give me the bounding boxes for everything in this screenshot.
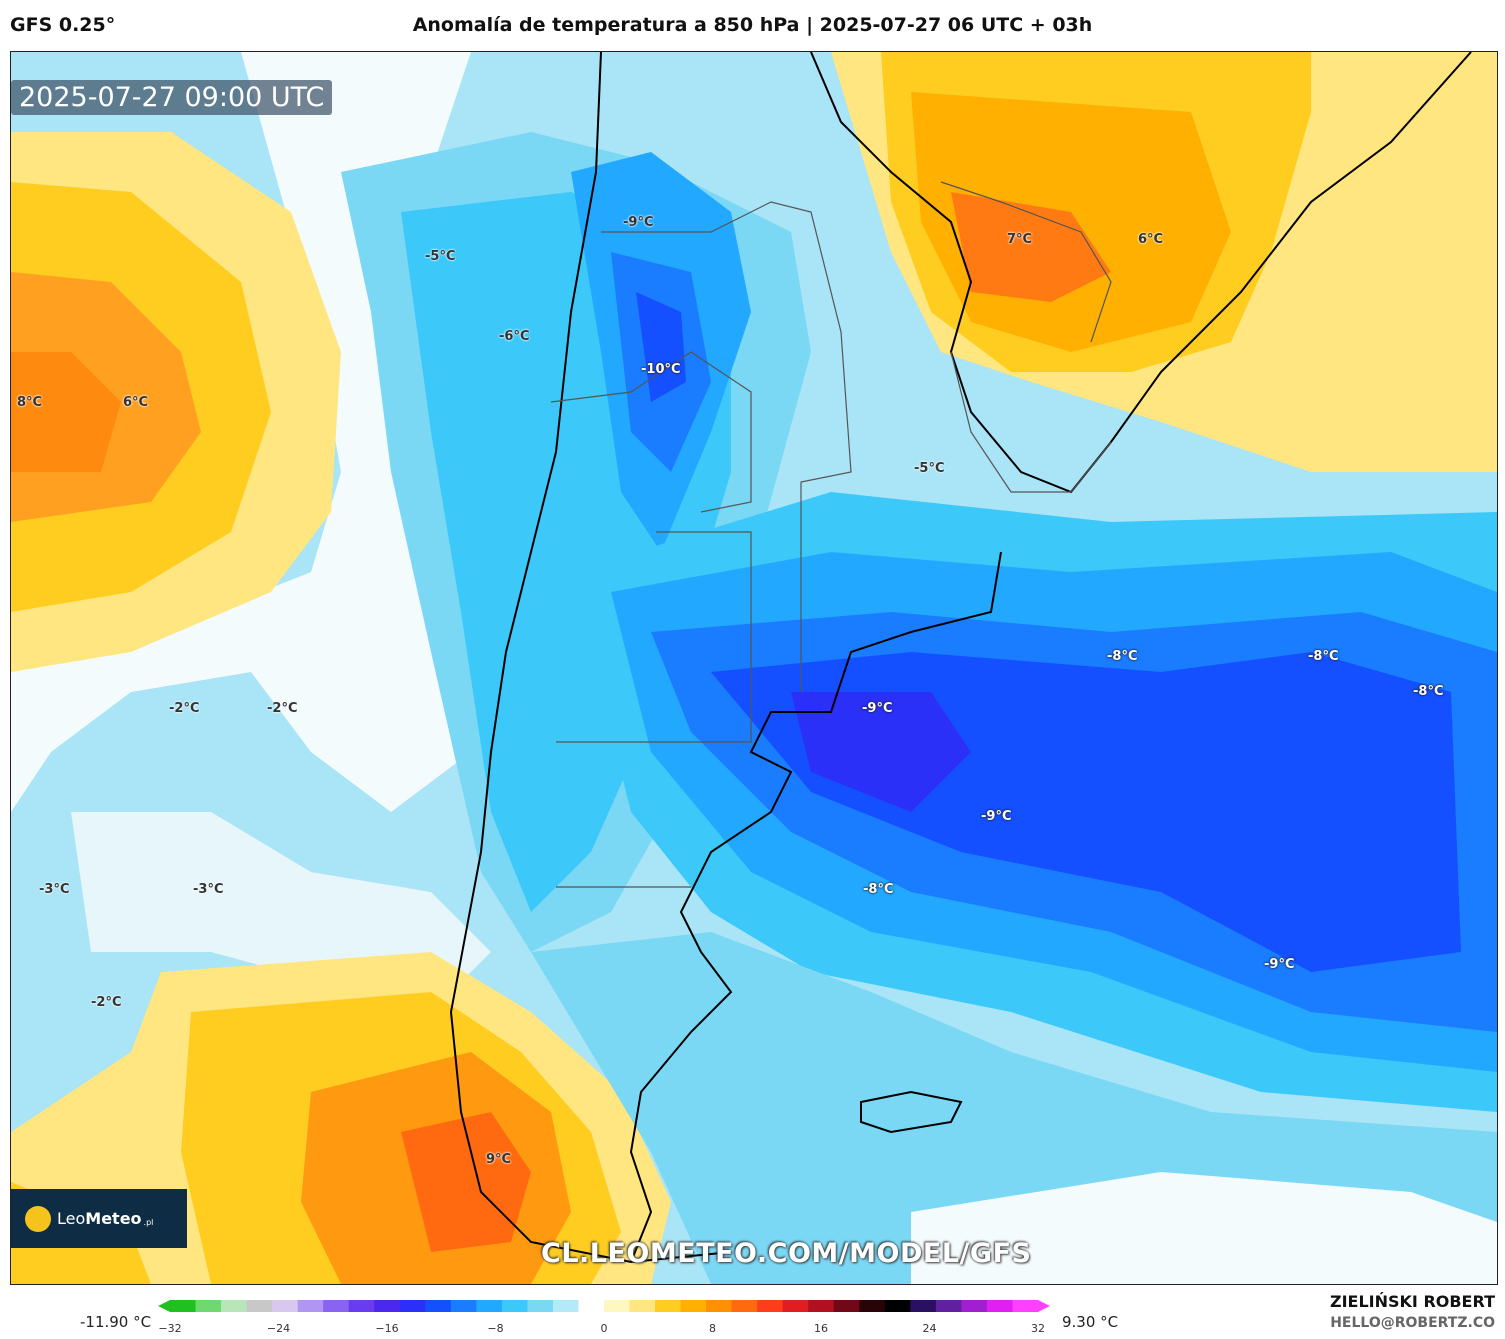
colorbar-segment xyxy=(501,1300,528,1312)
leometeo-logo: LeoMeteo .pl xyxy=(11,1189,187,1248)
colorbar-segment xyxy=(170,1300,197,1312)
map-label: -9°C xyxy=(981,809,1012,824)
colorbar-segment xyxy=(935,1300,962,1312)
colorbar-max-arrow xyxy=(1038,1300,1050,1312)
map-label: -3°C xyxy=(39,882,70,897)
logo-text: LeoMeteo xyxy=(57,1209,142,1228)
colorbar-segment xyxy=(655,1300,682,1312)
map-label: 6°C xyxy=(1138,232,1164,247)
map-label: -9°C xyxy=(623,215,654,230)
colorbar-segment xyxy=(425,1300,452,1312)
colorbar-segment xyxy=(961,1300,988,1312)
colorbar-tick-label: 16 xyxy=(814,1322,828,1335)
colorbar-segment xyxy=(604,1300,631,1312)
source-watermark: CL.LEOMETEO.COM/MODEL/GFS xyxy=(541,1238,1032,1269)
colorbar-segment xyxy=(884,1300,911,1312)
colorbar-segment xyxy=(731,1300,758,1312)
colorbar-segment xyxy=(552,1300,579,1312)
valid-time-badge: 2025-07-27 09:00 UTC xyxy=(11,80,333,115)
colorbar-segment xyxy=(910,1300,937,1312)
map-label: -8°C xyxy=(1107,649,1138,664)
sun-icon xyxy=(25,1205,51,1232)
colorbar-segment xyxy=(374,1300,401,1312)
colorbar-tick-label: 24 xyxy=(922,1322,937,1335)
model-label: GFS 0.25° xyxy=(10,14,116,36)
logo-suffix: .pl xyxy=(143,1218,154,1227)
map-label: -2°C xyxy=(267,701,298,716)
map-field xyxy=(11,52,1497,1284)
map-label: 8°C xyxy=(17,395,43,410)
map-label: -5°C xyxy=(425,249,456,264)
colorbar-segment xyxy=(859,1300,886,1312)
colorbar-segment xyxy=(706,1300,733,1312)
colorbar-tick-label: 32 xyxy=(1031,1322,1045,1335)
colorbar-ticks: −32 −24 −16 −8 0 8 16 24 32 xyxy=(158,1322,1050,1338)
colorbar-tick-label: −16 xyxy=(375,1322,399,1335)
colorbar-segment xyxy=(986,1300,1013,1312)
map-label: -8°C xyxy=(1308,649,1339,664)
colorbar-segment xyxy=(782,1300,809,1312)
map-label: -10°C xyxy=(641,362,681,377)
map-label: -2°C xyxy=(91,995,122,1010)
map-label: -9°C xyxy=(862,701,893,716)
colorbar-min-label: -11.90 °C xyxy=(80,1313,152,1331)
colorbar-segment xyxy=(323,1300,350,1312)
colorbar-segment xyxy=(527,1300,554,1312)
map-label: -6°C xyxy=(499,329,530,344)
colorbar-segment xyxy=(476,1300,503,1312)
colorbar-segment xyxy=(833,1300,860,1312)
anomaly-map: 2025-07-27 09:00 UTC -9°C -5°C -6°C -10°… xyxy=(10,51,1498,1285)
colorbar-tick-label: 8 xyxy=(709,1322,716,1335)
colorbar-segment xyxy=(297,1300,324,1312)
colorbar-min-arrow xyxy=(158,1300,170,1312)
colorbar-tick-label: −24 xyxy=(266,1322,291,1335)
colorbar-gradient xyxy=(158,1300,1050,1312)
colorbar-segment xyxy=(680,1300,707,1312)
colorbar-segment xyxy=(1012,1300,1039,1312)
colorbar-segment xyxy=(399,1300,426,1312)
colorbar-segment xyxy=(246,1300,273,1312)
colorbar-tick-label: 0 xyxy=(600,1322,608,1335)
map-label: 6°C xyxy=(123,395,149,410)
colorbar xyxy=(158,1300,1050,1312)
map-label: -3°C xyxy=(193,882,224,897)
colorbar-segment xyxy=(578,1300,605,1312)
map-title: Anomalía de temperatura a 850 hPa | 2025… xyxy=(412,14,1093,36)
colorbar-segment xyxy=(348,1300,375,1312)
map-label: -8°C xyxy=(863,882,894,897)
map-label: -9°C xyxy=(1264,957,1295,972)
colorbar-tick-label: −32 xyxy=(158,1322,182,1335)
colorbar-segment xyxy=(450,1300,477,1312)
colorbar-max-label: 9.30 °C xyxy=(1062,1313,1119,1331)
map-label: -2°C xyxy=(169,701,200,716)
colorbar-segment xyxy=(808,1300,835,1312)
colorbar-segment xyxy=(221,1300,248,1312)
map-label: -5°C xyxy=(914,461,945,476)
author-name: ZIELIŃSKI ROBERT xyxy=(1329,1292,1495,1311)
author-email: HELLO@ROBERTZ.CO xyxy=(1330,1315,1495,1331)
map-label: 7°C xyxy=(1007,232,1033,247)
colorbar-segment xyxy=(272,1300,299,1312)
colorbar-segment xyxy=(195,1300,222,1312)
map-label: -8°C xyxy=(1413,684,1444,699)
colorbar-segment xyxy=(629,1300,656,1312)
colorbar-segment xyxy=(757,1300,784,1312)
map-label: 9°C xyxy=(486,1152,512,1167)
colorbar-tick-label: −8 xyxy=(487,1322,504,1335)
